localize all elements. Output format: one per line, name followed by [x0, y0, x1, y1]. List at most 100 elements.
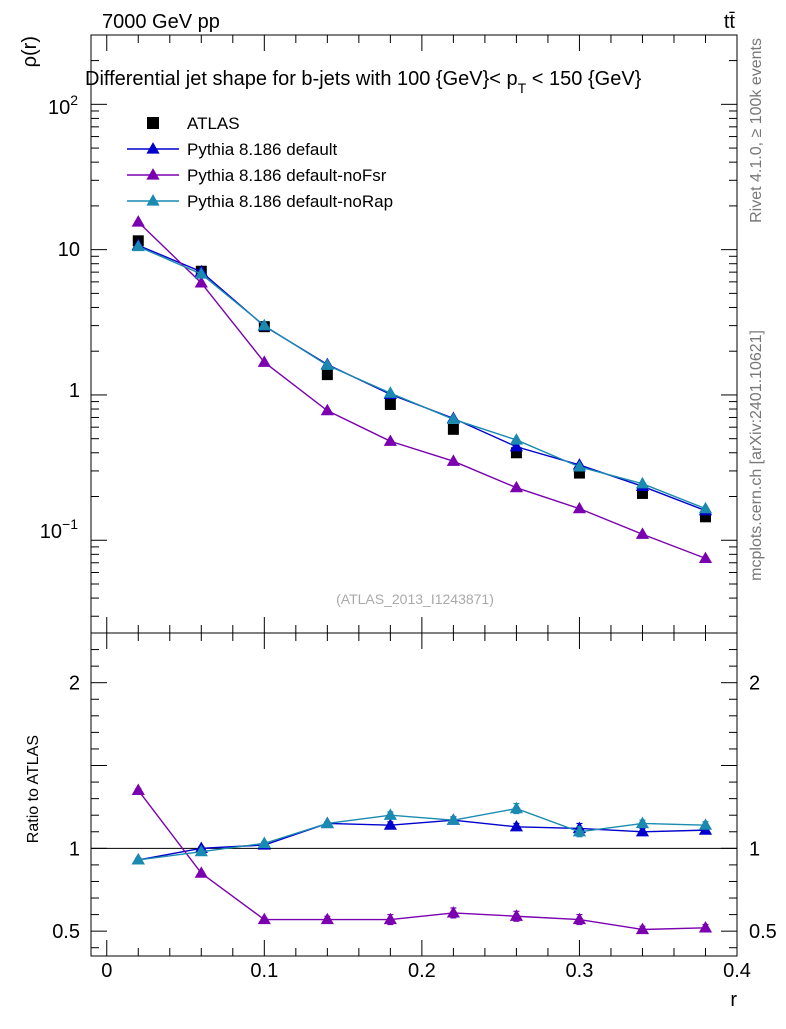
legend-marker-2: [146, 168, 160, 180]
side-label-top: Rivet 4.1.0, ≥ 100k events: [748, 38, 765, 223]
energy-label: 7000 GeV pp: [102, 11, 220, 33]
ratio-series-marker-1: [320, 912, 334, 925]
legend-marker-atlas: [147, 117, 159, 129]
ratio-series-marker-1: [383, 912, 397, 925]
atlas-data-point: [699, 511, 711, 523]
top-series-marker-3: [383, 386, 397, 398]
top-ytick-label-1: 1: [69, 380, 80, 402]
side-label-bottom: mcplots.cern.ch [arXiv:2401.10621]: [748, 330, 765, 581]
legend: ATLAS Pythia 8.186 default Pythia 8.186 de…: [127, 114, 393, 211]
legend-marker-1: [146, 142, 160, 154]
top-series-marker-3: [320, 358, 334, 370]
bottom-ytick-label-right: 2: [749, 673, 760, 695]
ratio-series-marker-2: [572, 824, 587, 837]
atlas-data-point: [636, 487, 648, 499]
series-layer: [131, 215, 713, 935]
bottom-ytick-label-right: 1: [749, 838, 760, 860]
top-series-marker-2: [194, 276, 208, 288]
top-series-marker-3: [509, 433, 524, 445]
xtick-label: 0.1: [250, 960, 278, 982]
ratio-series-marker-2: [383, 808, 397, 820]
top-series-marker-2: [572, 501, 587, 514]
bottom-ytick-label: 0.5: [52, 921, 80, 943]
ratio-series-line-2: [138, 807, 706, 861]
ratio-series-marker-0: [635, 824, 650, 837]
top-series-marker-2: [635, 527, 650, 539]
top-series-marker-2: [257, 355, 271, 367]
top-ytick-label-100: 102: [48, 92, 78, 119]
xtick-label: 0: [101, 960, 112, 982]
chart-title-main: Differential jet shape for b-jets with 1…: [85, 68, 518, 90]
top-series-marker-2: [446, 454, 460, 466]
atlas-data-point: [510, 447, 522, 459]
bottom-ytick-label: 2: [69, 673, 80, 695]
legend-label-2: Pythia 8.186 default-noFsr: [187, 166, 387, 185]
ratio-series-marker-2: [635, 816, 650, 829]
ratio-series-marker-1: [194, 866, 208, 878]
top-series-marker-2: [131, 215, 145, 227]
top-ylabel: ρ(r): [19, 36, 41, 67]
xlabel: r: [730, 989, 737, 1011]
ratio-series-marker-1: [572, 912, 587, 925]
legend-label-1: Pythia 8.186 default: [187, 140, 338, 159]
ratio-series-marker-2: [131, 853, 145, 865]
top-ytick-100-exp: 2: [70, 92, 78, 108]
chart-title-subscript: T: [518, 80, 527, 96]
analysis-watermark: (ATLAS_2013_I1243871): [336, 591, 494, 607]
xtick-label: 0.2: [408, 960, 436, 982]
ratio-series-line-0: [138, 819, 706, 861]
top-series-marker-3: [131, 239, 145, 252]
top-series-marker-2: [383, 434, 397, 446]
chart-title: Differential jet shape for b-jets with 1…: [85, 68, 642, 96]
bottom-panel-frame: [90, 632, 738, 957]
top-ytick-label-10: 10: [58, 239, 80, 261]
top-series-marker-2: [509, 480, 524, 493]
chart-title-tail: < 150 {GeV}: [526, 68, 641, 90]
ratio-series-marker-1: [131, 783, 145, 795]
axes-layer: 0 0.1 0.2 0.3 0.4 0.5 0.5 1 1 2 2: [52, 34, 777, 982]
bottom-ytick-label-right: 0.5: [749, 921, 777, 943]
ratio-series-marker-1: [257, 912, 271, 925]
top-series-marker-3: [635, 476, 650, 489]
bottom-ylabel: Ratio to ATLAS: [25, 735, 42, 843]
top-series-line-1: [137, 244, 706, 512]
xtick-label: 0.4: [723, 960, 751, 982]
xtick-label: 0.3: [566, 960, 594, 982]
legend-marker-3: [146, 194, 160, 206]
legend-label-3: Pythia 8.186 default-noRap: [187, 192, 393, 211]
ratio-series-marker-2: [698, 818, 713, 830]
top-series-marker-3: [572, 460, 587, 472]
top-ytick-0.1-exp: −1: [62, 516, 78, 532]
ratio-series-marker-2: [257, 836, 271, 848]
top-series-marker-1: [509, 439, 524, 452]
top-series-marker-3: [194, 267, 208, 279]
ratio-series-marker-0: [509, 819, 524, 832]
ratio-series-marker-1: [509, 909, 524, 921]
top-series-marker-2: [320, 403, 334, 416]
top-ytick-0.1-base: 10: [40, 521, 62, 543]
bottom-ytick-label: 1: [69, 838, 80, 860]
atlas-data-point: [321, 369, 333, 381]
top-series-marker-2: [698, 551, 713, 564]
ratio-series-marker-2: [446, 813, 460, 825]
top-ytick-100-base: 10: [48, 97, 70, 119]
process-label: tt̄: [724, 11, 736, 33]
top-series-line-3: [137, 245, 706, 510]
ratio-series-marker-2: [509, 801, 524, 814]
atlas-data-point: [573, 467, 585, 479]
top-ytick-label-0.1: 10−1: [40, 516, 78, 543]
top-series-marker-3: [698, 501, 713, 514]
ratio-series-marker-1: [698, 921, 713, 933]
ratio-series-marker-2: [194, 844, 208, 857]
ratio-series-marker-1: [446, 906, 460, 918]
legend-label-0: ATLAS: [187, 114, 240, 133]
ratio-series-marker-0: [383, 818, 397, 830]
atlas-data-point: [384, 398, 396, 410]
ratio-series-marker-2: [320, 816, 334, 829]
ratio-series-line-1: [137, 789, 706, 931]
ratio-series-marker-1: [635, 922, 650, 935]
atlas-data-point: [447, 423, 459, 435]
top-series-line-2: [137, 221, 706, 560]
